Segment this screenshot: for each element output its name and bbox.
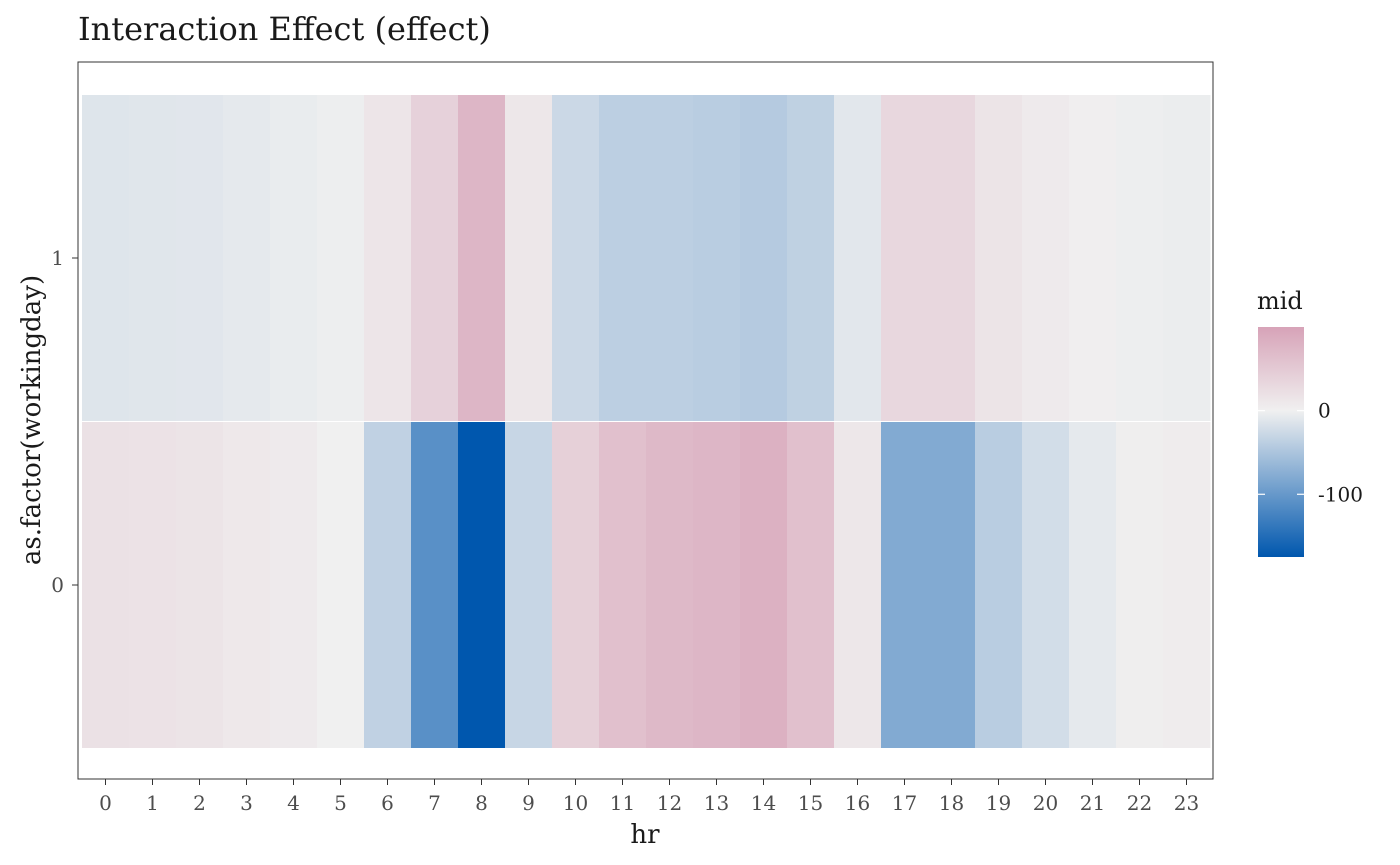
heatmap-tile xyxy=(270,422,318,748)
x-tick-label: 8 xyxy=(475,791,488,815)
heatmap-tile xyxy=(1069,95,1117,421)
legend-tick-label: -100 xyxy=(1318,482,1363,506)
x-axis-ticks: 0 1 2 3 4 5 6 7 8 9 10 11 12 13 14 15 16 17 18 19 20 21 22 23 xyxy=(99,779,1199,815)
heatmap-tile xyxy=(881,422,929,748)
heatmap-tile xyxy=(975,422,1023,748)
heatmap-tile xyxy=(176,95,224,421)
x-tick-label: 7 xyxy=(428,791,441,815)
legend: mid 0 -100 xyxy=(1257,287,1363,557)
heatmap-tile xyxy=(552,422,600,748)
x-tick-label: 13 xyxy=(704,791,729,815)
x-tick-label: 16 xyxy=(845,791,870,815)
heatmap-tile xyxy=(1163,95,1211,421)
heatmap-tile xyxy=(223,422,271,748)
heatmap-tile xyxy=(646,422,694,748)
heatmap-tile xyxy=(317,422,365,748)
heatmap-tile xyxy=(411,422,459,748)
heatmap-tile xyxy=(129,95,177,421)
heatmap-tile xyxy=(458,422,506,748)
heatmap-tile xyxy=(881,95,929,421)
y-tick-label: 0 xyxy=(51,573,64,597)
x-tick-label: 0 xyxy=(99,791,112,815)
panel-border xyxy=(77,61,1214,780)
heatmap-tile xyxy=(646,95,694,421)
heatmap-tile xyxy=(129,422,177,748)
heatmap-tile xyxy=(599,422,647,748)
x-tick-label: 22 xyxy=(1127,791,1152,815)
heatmap-tile xyxy=(1163,422,1211,748)
heatmap-tile xyxy=(1022,95,1070,421)
x-tick-label: 10 xyxy=(563,791,588,815)
x-tick-label: 21 xyxy=(1080,791,1105,815)
heatmap-tile xyxy=(787,95,835,421)
x-tick-label: 17 xyxy=(892,791,917,815)
heatmap-tile xyxy=(505,95,553,421)
y-tick-label: 1 xyxy=(51,246,64,270)
x-tick-label: 23 xyxy=(1174,791,1199,815)
heatmap-tile xyxy=(975,95,1023,421)
heatmap-tile xyxy=(317,95,365,421)
heatmap-tile xyxy=(834,422,882,748)
x-tick-label: 15 xyxy=(798,791,823,815)
x-tick-label: 5 xyxy=(334,791,347,815)
legend-title: mid xyxy=(1257,287,1303,315)
heatmap-tile xyxy=(928,422,976,748)
x-tick-label: 9 xyxy=(522,791,535,815)
heatmap-tile xyxy=(82,422,130,748)
heatmap-tile xyxy=(1116,95,1164,421)
legend-tick-label: 0 xyxy=(1318,399,1331,423)
heatmap-tile xyxy=(82,95,130,421)
x-tick-label: 11 xyxy=(610,791,635,815)
heatmap-tile xyxy=(740,422,788,748)
heatmap-tile xyxy=(740,95,788,421)
heatmap-tile xyxy=(458,95,506,421)
heatmap-tile xyxy=(1022,422,1070,748)
heatmap-tile xyxy=(552,95,600,421)
heatmap-tile xyxy=(270,95,318,421)
heatmap-tile xyxy=(364,422,412,748)
heatmap-tile xyxy=(787,422,835,748)
heatmap-tiles xyxy=(82,95,1211,748)
heatmap-tile xyxy=(176,422,224,748)
heatmap-tile xyxy=(599,95,647,421)
heatmap-tile xyxy=(693,95,741,421)
heatmap-tile xyxy=(505,422,553,748)
x-tick-label: 20 xyxy=(1033,791,1058,815)
heatmap-tile xyxy=(928,95,976,421)
x-tick-label: 19 xyxy=(986,791,1011,815)
heatmap-tile xyxy=(693,422,741,748)
y-axis-ticks: 01 xyxy=(51,246,78,597)
heatmap-tile xyxy=(834,95,882,421)
x-tick-label: 1 xyxy=(146,791,159,815)
heatmap-tile xyxy=(411,95,459,421)
x-tick-label: 6 xyxy=(381,791,394,815)
chart-title: Interaction Effect (effect) xyxy=(78,10,491,48)
x-axis-title: hr xyxy=(630,820,660,850)
heatmap-tile xyxy=(364,95,412,421)
heatmap-tile xyxy=(1069,422,1117,748)
heatmap-tile xyxy=(223,95,271,421)
legend-colorbar xyxy=(1258,327,1304,557)
x-tick-label: 18 xyxy=(939,791,964,815)
y-axis-title: as.factor(workingday) xyxy=(17,275,47,565)
x-tick-label: 3 xyxy=(240,791,253,815)
x-tick-label: 14 xyxy=(751,791,776,815)
heatmap-tile xyxy=(1116,422,1164,748)
x-tick-label: 4 xyxy=(287,791,300,815)
x-tick-label: 2 xyxy=(193,791,206,815)
x-tick-label: 12 xyxy=(657,791,682,815)
